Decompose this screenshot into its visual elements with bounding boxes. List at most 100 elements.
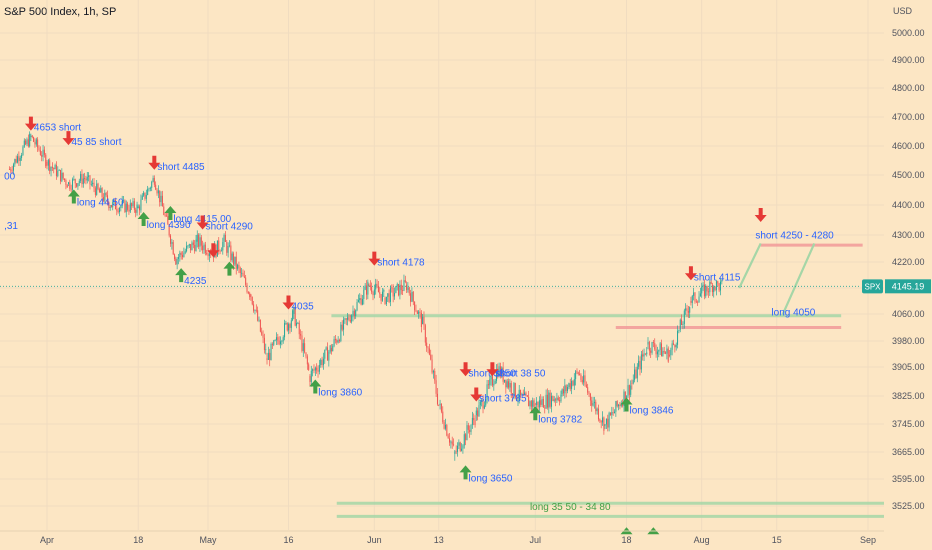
price-axis[interactable]: 5000.00 4900.00 4800.00 4700.00 4600.00 4500.… (892, 28, 925, 511)
signal-label: short 38 50 (495, 368, 545, 379)
candle-body (427, 347, 429, 349)
candle-body (208, 253, 210, 257)
candle-body (253, 304, 255, 311)
candle-body (101, 188, 103, 198)
candle-body (685, 308, 687, 311)
candle-body (721, 280, 723, 282)
long-arrow-shape (164, 206, 177, 220)
candle-body (449, 438, 451, 443)
candle-body (583, 375, 585, 383)
candle-body (183, 252, 185, 258)
candle-body (49, 160, 51, 172)
candle-body (22, 146, 24, 156)
candle-body (345, 318, 347, 320)
candle-body (216, 240, 218, 257)
candle-body (560, 394, 562, 402)
candle-body (506, 381, 508, 388)
candle-body (54, 164, 56, 170)
x-tick-label: 18 (622, 535, 632, 545)
candle-body (426, 342, 428, 348)
candle-body (580, 374, 582, 380)
candle-body (199, 237, 201, 247)
candle-body (682, 324, 684, 326)
candle-body (321, 359, 323, 366)
candle-body (643, 353, 645, 357)
y-tick-label: 3745.00 (892, 419, 925, 429)
candle-body (70, 188, 72, 190)
candle-body (37, 139, 39, 148)
candle-body (271, 343, 273, 345)
candle-body (329, 345, 331, 352)
candle-body (652, 342, 654, 344)
candle-body (711, 284, 713, 293)
candle-body (140, 199, 142, 211)
candle-body (663, 351, 665, 353)
short-arrow-shape (282, 295, 295, 310)
candle-body (553, 399, 555, 401)
candle-body (132, 201, 134, 207)
candle-body (385, 296, 387, 305)
candle-body (187, 245, 189, 247)
candle-body (403, 280, 405, 291)
candle-body (164, 214, 166, 216)
candle-body (694, 292, 696, 302)
candle-body (717, 281, 719, 284)
candle-body (668, 354, 670, 356)
candle-body (453, 444, 455, 446)
candle-body (675, 344, 677, 348)
candle-body (152, 178, 154, 182)
candle-body (227, 245, 229, 253)
candle-body (635, 369, 637, 379)
candle-body (424, 325, 426, 343)
candle-body (42, 149, 44, 157)
candle-body (69, 182, 71, 189)
candle-body (666, 348, 668, 354)
x-tick-label: Jun (367, 535, 382, 545)
candle-body (702, 284, 704, 287)
candle-body (561, 389, 563, 395)
candle-body (337, 339, 339, 343)
candle-body (170, 235, 172, 244)
candle-body (438, 404, 440, 406)
y-tick-label: 3980.00 (892, 336, 925, 346)
candle-body (419, 311, 421, 313)
candle-body (719, 281, 721, 291)
candle-body (251, 296, 253, 305)
candle-body (544, 407, 546, 409)
candle-body (678, 329, 680, 331)
candle-body (565, 385, 567, 391)
symbol-tag-bg (862, 279, 883, 294)
short-arrow-shape (207, 243, 220, 258)
candle-body (182, 254, 184, 258)
candle-body (258, 319, 260, 321)
candle-body (11, 170, 13, 172)
candle-body (642, 354, 644, 357)
short-arrow (459, 362, 472, 377)
candle-body (457, 445, 459, 452)
candle-body (655, 349, 657, 355)
candle-body (499, 366, 501, 377)
candle-body (575, 371, 577, 380)
candle-body (624, 391, 626, 401)
candle-body (451, 441, 453, 445)
signal-label: 4653 short (34, 123, 81, 134)
candle-body (343, 319, 345, 330)
candle-body (66, 184, 68, 188)
time-axis[interactable]: Apr 18 May 16 Jun 13 Jul 18 Aug 15 Sep (0, 530, 884, 545)
long-arrow (175, 268, 188, 283)
candle-body (155, 184, 157, 190)
candle-body (309, 376, 311, 382)
candle-body (179, 252, 181, 258)
candle-body (191, 242, 193, 251)
short-arrow-shape (24, 116, 37, 131)
candle-body (147, 188, 149, 195)
candle-body (679, 319, 681, 330)
candle-body (545, 394, 547, 409)
candle-body (697, 301, 699, 303)
short-arrow-shape (459, 362, 472, 377)
y-tick-label: 3825.00 (892, 391, 925, 401)
candle-body (141, 195, 143, 200)
candle-body (195, 239, 197, 252)
candle-body (21, 155, 23, 158)
